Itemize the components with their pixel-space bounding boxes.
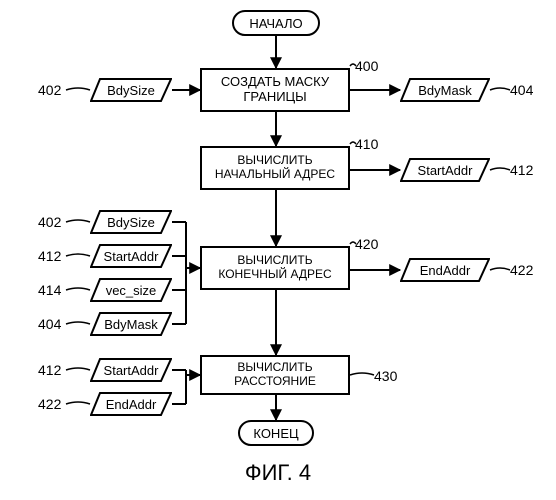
ref-tick-3 xyxy=(66,220,90,222)
ref-tick-7 xyxy=(490,268,510,270)
ref-r404b: 404 xyxy=(38,316,61,332)
ref-tick-6 xyxy=(66,322,90,324)
data-d412: StartAddr xyxy=(400,158,490,182)
process-p410: ВЫЧИСЛИТЬ НАЧАЛЬНЫЙ АДРЕС xyxy=(200,146,350,190)
data-d422b: EndAddr xyxy=(90,392,172,416)
ref-tick-1 xyxy=(490,88,510,90)
terminator-start: НАЧАЛО xyxy=(232,10,320,36)
ref-tick-13 xyxy=(350,373,374,375)
terminator-end: КОНЕЦ xyxy=(238,420,314,446)
ref-r414: 414 xyxy=(38,282,61,298)
data-d404b: BdyMask xyxy=(90,312,172,336)
ref-tick-0 xyxy=(66,88,90,90)
ref-r412c: 412 xyxy=(38,362,61,378)
ref-r430: 430 xyxy=(374,368,397,384)
data-d402b: BdySize xyxy=(90,210,172,234)
ref-r410: 410 xyxy=(355,136,378,152)
process-p400: СОЗДАТЬ МАСКУ ГРАНИЦЫ xyxy=(200,68,350,112)
ref-r422: 422 xyxy=(510,262,533,278)
process-p420: ВЫЧИСЛИТЬ КОНЕЧНЫЙ АДРЕС xyxy=(200,246,350,290)
ref-r402b: 402 xyxy=(38,214,61,230)
ref-tick-2 xyxy=(490,168,510,170)
data-d402a: BdySize xyxy=(90,78,172,102)
figure-label: ФИГ. 4 xyxy=(0,460,556,486)
ref-r404: 404 xyxy=(510,82,533,98)
data-d412b: StartAddr xyxy=(90,244,172,268)
ref-r420: 420 xyxy=(355,236,378,252)
data-d422: EndAddr xyxy=(400,258,490,282)
process-p430: ВЫЧИСЛИТЬ РАССТОЯНИЕ xyxy=(200,355,350,395)
ref-tick-4 xyxy=(66,254,90,256)
ref-tick-8 xyxy=(66,368,90,370)
ref-tick-5 xyxy=(66,288,90,290)
ref-tick-9 xyxy=(66,402,90,404)
ref-r422b: 422 xyxy=(38,396,61,412)
ref-r402a: 402 xyxy=(38,82,61,98)
data-d412c: StartAddr xyxy=(90,358,172,382)
data-d414: vec_size xyxy=(90,278,172,302)
ref-r412: 412 xyxy=(510,162,533,178)
ref-r412b: 412 xyxy=(38,248,61,264)
ref-r400: 400 xyxy=(355,58,378,74)
data-d404: BdyMask xyxy=(400,78,490,102)
